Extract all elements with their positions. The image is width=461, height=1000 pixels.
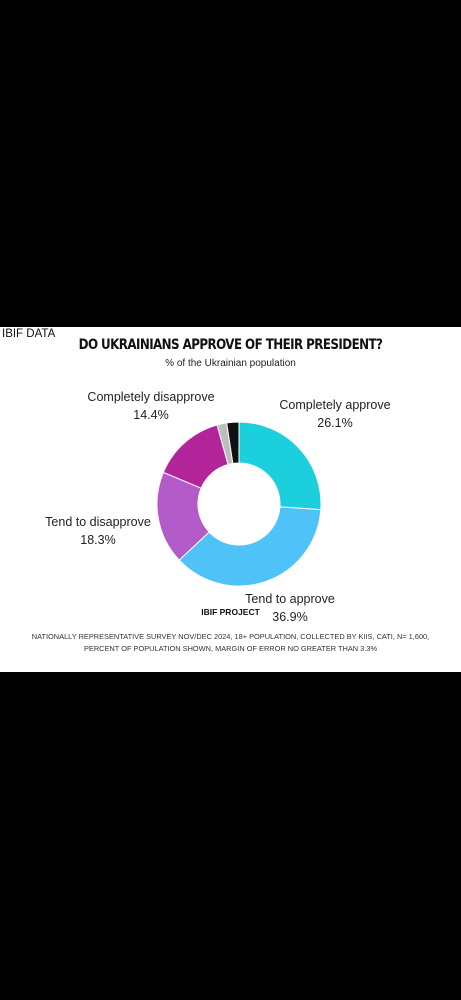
slice-value: 26.1% bbox=[317, 416, 353, 430]
slice-completely-approve-0 bbox=[238, 421, 322, 511]
slice-value: 36.9% bbox=[272, 610, 308, 624]
donut-chart bbox=[156, 421, 322, 587]
source-label: IBIF PROJECT bbox=[201, 607, 260, 617]
slice-value: 18.3% bbox=[80, 533, 116, 547]
slice-other-5 bbox=[226, 421, 240, 465]
slice-value: 14.4% bbox=[133, 408, 169, 422]
chart-card: IBIF DATA DO UKRAINIANS APPROVE OF THEIR… bbox=[0, 327, 461, 672]
chart-title: DO UKRAINIANS APPROVE OF THEIR PRESIDENT… bbox=[78, 337, 383, 353]
slice-name: Tend to disapprove bbox=[45, 515, 151, 529]
slice-name: Completely approve bbox=[279, 398, 391, 412]
slice-label-tend-to-disapprove: Tend to disapprove 18.3% bbox=[28, 513, 168, 549]
footnote-line: NATIONALLY REPRESENTATIVE SURVEY NOV/DEC… bbox=[31, 632, 430, 641]
slice-name: Tend to approve bbox=[245, 592, 335, 606]
footnote-line: PERCENT OF POPULATION SHOWN, MARGIN OF E… bbox=[83, 644, 378, 653]
slice-name: Completely disapprove bbox=[87, 390, 215, 404]
slice-label-completely-disapprove: Completely disapprove 14.4% bbox=[76, 388, 226, 424]
brand-label: IBIF DATA bbox=[2, 328, 56, 340]
chart-subtitle: % of the Ukrainian population bbox=[165, 358, 296, 369]
slice-label-completely-approve: Completely approve 26.1% bbox=[260, 396, 410, 432]
slice-tend-to-approve-1 bbox=[178, 506, 322, 587]
slice-label-tend-to-approve: Tend to approve 36.9% bbox=[215, 590, 365, 626]
